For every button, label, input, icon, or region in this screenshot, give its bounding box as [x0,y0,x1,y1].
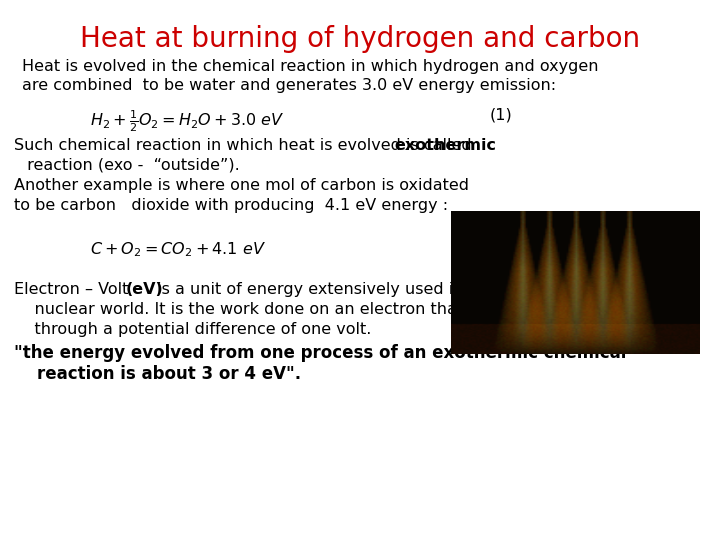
Text: is a unit of energy extensively used in the atomic and: is a unit of energy extensively used in … [151,282,590,297]
Text: $C+O_2= CO_2+ 4.1\ eV$: $C+O_2= CO_2+ 4.1\ eV$ [90,240,266,259]
Text: nuclear world. It is the work done on an electron that is accelerated: nuclear world. It is the work done on an… [14,302,581,317]
Text: through a potential difference of one volt.: through a potential difference of one vo… [14,322,372,337]
Text: (2): (2) [490,240,513,255]
Text: "the energy evolved from one process of an exothermic chemical: "the energy evolved from one process of … [14,344,626,362]
Text: exothermic: exothermic [394,138,496,153]
Text: Heat at burning of hydrogen and carbon: Heat at burning of hydrogen and carbon [80,25,640,53]
Text: (1): (1) [490,108,513,123]
Text: Another example is where one mol of carbon is oxidated: Another example is where one mol of carb… [14,178,469,193]
Text: reaction is about 3 or 4 eV".: reaction is about 3 or 4 eV". [14,365,301,383]
Text: Such chemical reaction in which heat is evolved is called: Such chemical reaction in which heat is … [14,138,477,153]
Text: Heat is evolved in the chemical reaction in which hydrogen and oxygen: Heat is evolved in the chemical reaction… [22,59,598,74]
Text: (eV): (eV) [125,282,163,297]
Text: reaction (exo -  “outside”).: reaction (exo - “outside”). [22,158,240,173]
Text: Electron – Volt: Electron – Volt [14,282,139,297]
Text: to be carbon   dioxide with producing  4.1 eV energy :: to be carbon dioxide with producing 4.1 … [14,198,448,213]
Text: are combined  to be water and generates 3.0 eV energy emission:: are combined to be water and generates 3… [22,78,556,93]
Text: $H_2+\frac{1}{2}O_2= H_2O+ 3.0\ eV$: $H_2+\frac{1}{2}O_2= H_2O+ 3.0\ eV$ [90,108,284,134]
